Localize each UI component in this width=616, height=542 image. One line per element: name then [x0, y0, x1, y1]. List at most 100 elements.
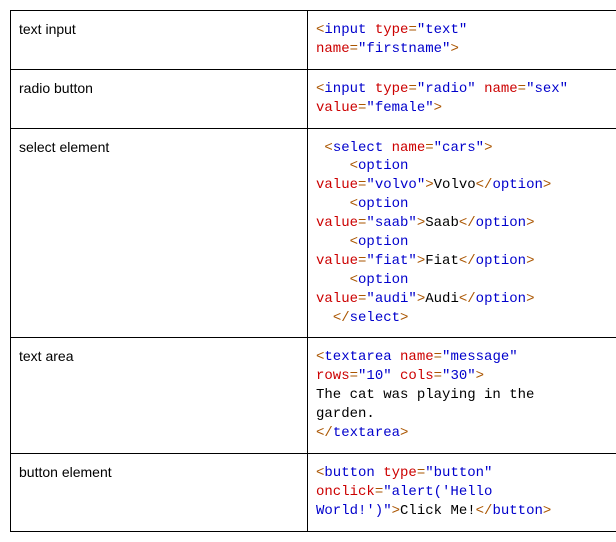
- code-token: option: [358, 158, 408, 174]
- row-code: <select name="cars"> <option value="volv…: [308, 128, 616, 338]
- code-token: Volvo: [434, 177, 476, 193]
- code-token: value: [316, 291, 358, 307]
- code-token: rows: [316, 368, 350, 384]
- code-token: value: [316, 253, 358, 269]
- code-token: "text": [417, 22, 467, 38]
- code-token: "female": [366, 100, 433, 116]
- code-token: >: [543, 503, 551, 519]
- code-token: "volvo": [366, 177, 425, 193]
- code-token: [392, 368, 400, 384]
- code-token: <: [324, 140, 332, 156]
- code-token: value: [316, 100, 358, 116]
- code-token: type: [375, 22, 409, 38]
- code-token: "firstname": [358, 41, 450, 57]
- code-token: select: [350, 310, 400, 326]
- code-token: name: [316, 41, 350, 57]
- row-code: <textarea name="message" rows="10" cols=…: [308, 338, 616, 453]
- code-token: name: [400, 349, 434, 365]
- code-token: >: [400, 310, 408, 326]
- code-token: <: [350, 272, 358, 288]
- code-token: </: [459, 215, 476, 231]
- code-token: </: [333, 310, 350, 326]
- code-token: [316, 310, 333, 326]
- code-token: >: [434, 100, 442, 116]
- code-token: cols: [400, 368, 434, 384]
- code-token: value: [316, 177, 358, 193]
- row-label: text area: [11, 338, 308, 453]
- code-token: =: [425, 140, 433, 156]
- code-token: input: [324, 81, 374, 97]
- row-label: text input: [11, 11, 308, 70]
- row-code: <input type="text" name="firstname">: [308, 11, 616, 70]
- code-token: >: [417, 291, 425, 307]
- code-token: button: [324, 465, 383, 481]
- code-token: option: [492, 177, 542, 193]
- code-token: >: [526, 215, 534, 231]
- code-token: type: [375, 81, 409, 97]
- code-token: >: [417, 215, 425, 231]
- row-label: radio button: [11, 69, 308, 128]
- code-token: name: [392, 140, 426, 156]
- code-token: >: [476, 368, 484, 384]
- code-token: <: [350, 196, 358, 212]
- code-token: option: [358, 272, 408, 288]
- code-token: Audi: [425, 291, 459, 307]
- row-label: button element: [11, 453, 308, 531]
- code-token: "saab": [366, 215, 416, 231]
- code-token: textarea: [324, 349, 400, 365]
- code-token: </: [459, 291, 476, 307]
- code-token: >: [425, 177, 433, 193]
- code-token: "button": [425, 465, 492, 481]
- table-row: text area<textarea name="message" rows="…: [11, 338, 616, 453]
- code-token: The cat was playing in the garden.: [316, 387, 534, 422]
- code-token: >: [543, 177, 551, 193]
- row-code: <input type="radio" name="sex" value="fe…: [308, 69, 616, 128]
- code-token: =: [518, 81, 526, 97]
- code-token: >: [526, 291, 534, 307]
- code-token: </: [459, 253, 476, 269]
- code-token: Fiat: [425, 253, 459, 269]
- code-token: "radio": [417, 81, 476, 97]
- code-token: >: [417, 253, 425, 269]
- code-token: type: [383, 465, 417, 481]
- code-token: =: [408, 81, 416, 97]
- code-token: "30": [442, 368, 476, 384]
- code-token: </: [476, 177, 493, 193]
- code-token: option: [476, 215, 526, 231]
- code-token: onclick: [316, 484, 375, 500]
- code-token: option: [476, 291, 526, 307]
- code-token: "fiat": [366, 253, 416, 269]
- code-token: [316, 272, 350, 288]
- code-token: <: [350, 158, 358, 174]
- code-token: >: [450, 41, 458, 57]
- code-token: name: [484, 81, 518, 97]
- code-token: >: [392, 503, 400, 519]
- code-token: input: [324, 22, 374, 38]
- table-row: button element<button type="button" oncl…: [11, 453, 616, 531]
- code-token: Click Me!: [400, 503, 476, 519]
- code-token: option: [476, 253, 526, 269]
- code-token: </: [316, 425, 333, 441]
- code-token: select: [333, 140, 392, 156]
- code-token: "cars": [434, 140, 484, 156]
- code-token: "message": [442, 349, 518, 365]
- table-row: radio button<input type="radio" name="se…: [11, 69, 616, 128]
- code-token: "10": [358, 368, 392, 384]
- code-token: =: [434, 368, 442, 384]
- code-token: </: [476, 503, 493, 519]
- row-code: <button type="button" onclick="alert('He…: [308, 453, 616, 531]
- code-token: [316, 158, 350, 174]
- code-token: =: [408, 22, 416, 38]
- code-token: [316, 234, 350, 250]
- code-token: option: [358, 196, 408, 212]
- code-token: option: [358, 234, 408, 250]
- code-token: "sex": [526, 81, 568, 97]
- code-token: =: [417, 465, 425, 481]
- html-elements-reference-table: text input<input type="text" name="first…: [10, 10, 616, 532]
- code-token: [476, 81, 484, 97]
- code-token: <: [350, 234, 358, 250]
- row-label: select element: [11, 128, 308, 338]
- code-token: >: [400, 425, 408, 441]
- code-token: =: [350, 368, 358, 384]
- table-row: select element <select name="cars"> <opt…: [11, 128, 616, 338]
